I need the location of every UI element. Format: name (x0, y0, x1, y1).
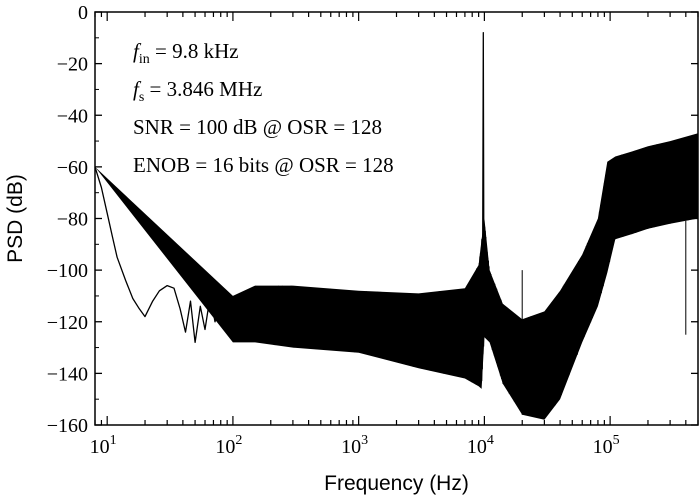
x-tick-label-3: 104 (467, 433, 494, 458)
annotation-line-0: fin = 9.8 kHz (133, 39, 239, 67)
y-tick-label: −100 (47, 260, 88, 282)
x-tick-label-2: 103 (341, 433, 368, 458)
x-axis: 101 102 103 104 105 (90, 12, 699, 458)
x-axis-title: Frequency (Hz) (324, 472, 469, 495)
y-axis-title: PSD (dB) (4, 174, 27, 263)
annotation-line-2: SNR = 100 dB @ OSR = 128 (133, 115, 382, 139)
annotation-line-1: fs = 3.846 MHz (133, 77, 262, 105)
x-tick-label-0: 101 (90, 433, 117, 458)
annotation-block: fin = 9.8 kHz fs = 3.846 MHz SNR = 100 dB … (133, 39, 394, 177)
y-tick-label: −160 (47, 415, 88, 437)
y-tick-label: −80 (57, 209, 88, 231)
y-tick-label: −20 (57, 54, 88, 76)
y-tick-label: −40 (57, 105, 88, 127)
x-tick-label-1: 102 (215, 433, 242, 458)
y-tick-label: −60 (57, 157, 88, 179)
annotation-line-3: ENOB = 16 bits @ OSR = 128 (133, 153, 394, 177)
x-tick-label-4: 105 (593, 433, 620, 458)
y-tick-label: −120 (47, 312, 88, 334)
y-axis: 0 −20 −40 −60 −80 −100 −120 −140 −160 (47, 2, 698, 437)
y-tick-label: 0 (78, 2, 88, 24)
psd-noise-trace (254, 135, 699, 420)
y-tick-label: −140 (47, 363, 88, 385)
psd-trace (94, 32, 699, 359)
